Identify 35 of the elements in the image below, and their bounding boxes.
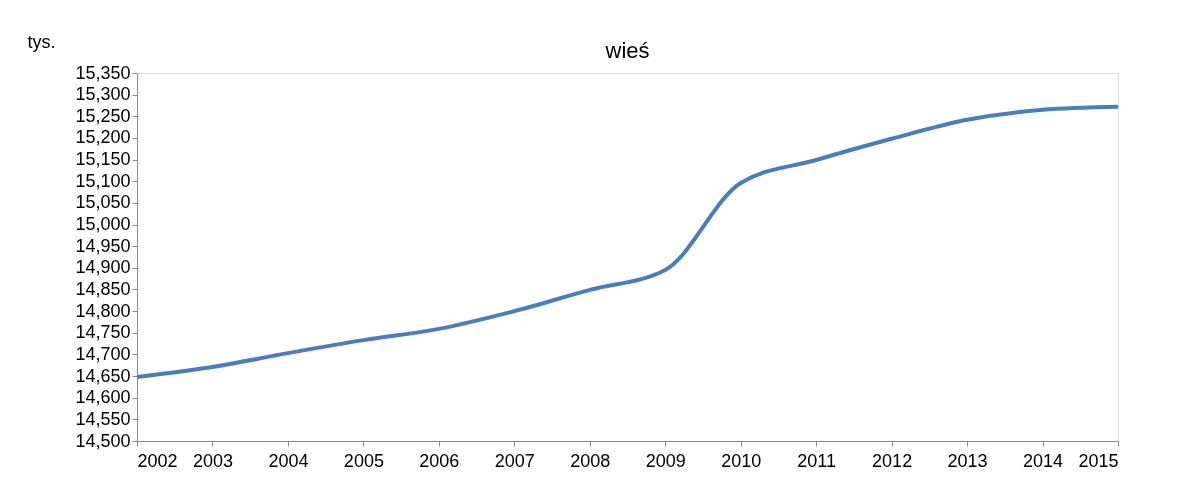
y-tick-label: 15,250: [75, 105, 131, 126]
x-tick-label: 2013: [947, 450, 988, 471]
y-tick-label: 14,900: [75, 257, 131, 278]
y-tick-label: 15,050: [75, 192, 131, 213]
x-tick-label: 2012: [872, 450, 913, 471]
line-series: [135, 104, 1120, 379]
y-tick-label: 14,750: [75, 322, 131, 343]
x-tick-label: 2005: [343, 450, 384, 471]
y-tick-label: 15,150: [75, 149, 131, 170]
y-tick-label: 15,100: [75, 170, 131, 191]
x-tick-label: 2002: [137, 450, 178, 471]
x-tick-label: 2015: [1078, 450, 1119, 471]
x-tick-label: 2004: [268, 450, 309, 471]
y-axis-title: tys.: [27, 31, 56, 52]
y-tick-label: 14,650: [75, 365, 131, 386]
y-tick-label: 14,850: [75, 278, 131, 299]
x-tick-label: 2006: [419, 450, 460, 471]
x-tick-label: 2008: [570, 450, 611, 471]
y-tick-label: 15,200: [75, 127, 131, 148]
y-tick-label: 14,600: [75, 387, 131, 408]
y-tick-label: 15,000: [75, 214, 131, 235]
y-tick-label: 14,950: [75, 235, 131, 256]
x-tick-label: 2003: [192, 450, 233, 471]
x-tick-label: 2007: [494, 450, 535, 471]
y-tick-label: 14,800: [75, 300, 131, 321]
y-tick-label: 15,350: [75, 62, 131, 83]
x-tick-label: 2009: [645, 450, 686, 471]
y-tick-label: 14,700: [75, 343, 131, 364]
chart-title: wieś: [604, 38, 650, 63]
x-tick-label: 2011: [797, 450, 837, 471]
y-tick-label: 14,550: [75, 408, 131, 429]
x-tick-label: 2014: [1023, 450, 1064, 471]
y-tick-label: 14,500: [75, 430, 131, 451]
x-tick-label: 2010: [721, 450, 762, 471]
y-tick-label: 15,300: [75, 84, 131, 105]
